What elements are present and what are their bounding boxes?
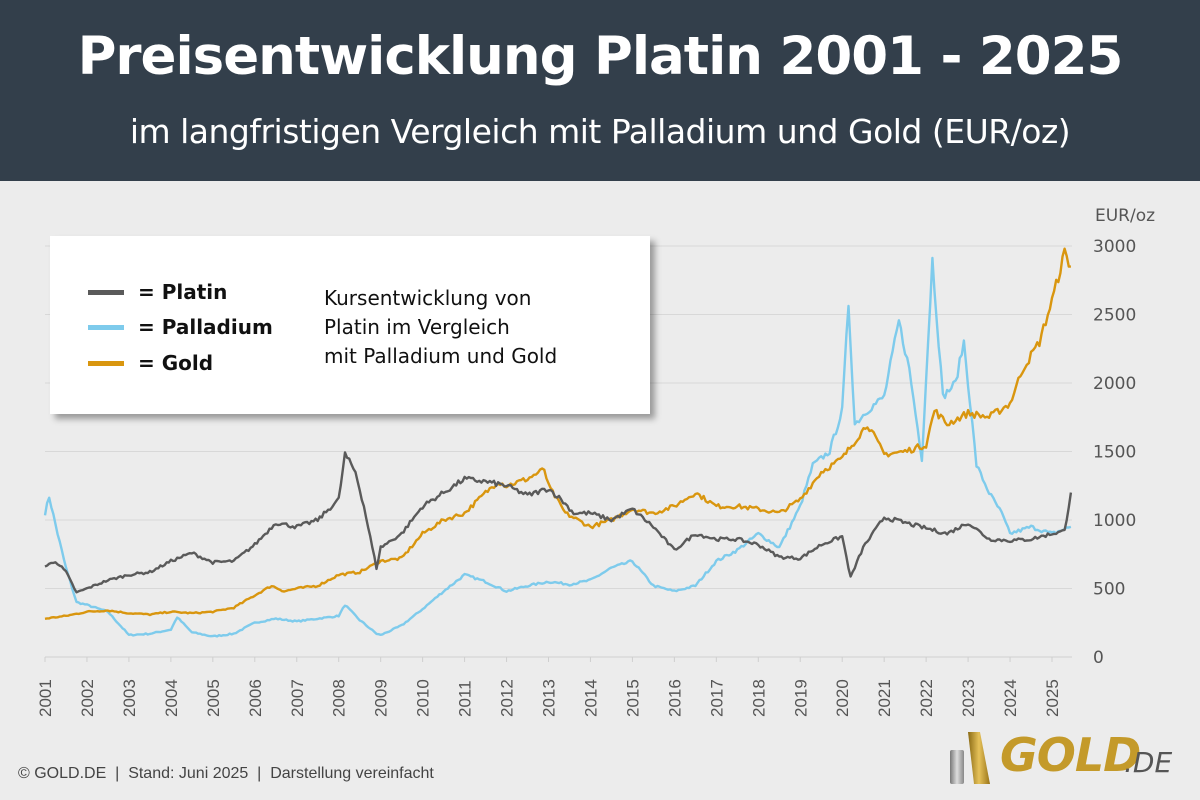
x-tick-label: 2010 bbox=[414, 679, 433, 717]
legend-swatch-gold bbox=[88, 360, 124, 366]
x-tick-label: 2007 bbox=[288, 679, 307, 717]
y-axis-ticks: 0 500 1000 1500 2000 2500 3000 bbox=[1093, 237, 1136, 668]
x-tick-label: 2012 bbox=[498, 679, 517, 717]
x-tick-label: 2014 bbox=[581, 679, 600, 717]
series-lines bbox=[43, 247, 1073, 638]
legend-note-line: Kursentwicklung von bbox=[324, 286, 532, 310]
x-tick-label: 2019 bbox=[791, 679, 810, 717]
x-tick-label: 2003 bbox=[120, 679, 139, 717]
x-tick-label: 2025 bbox=[1043, 679, 1062, 717]
x-tick-label: 2011 bbox=[456, 680, 475, 717]
x-tick-label: 2005 bbox=[204, 679, 223, 717]
gold-bars-icon bbox=[950, 732, 990, 784]
logo-text: GOLD bbox=[1000, 728, 1141, 782]
x-tick-label: 2015 bbox=[623, 679, 642, 717]
x-tick-label: 2023 bbox=[959, 679, 978, 717]
y-tick-label: 3000 bbox=[1093, 237, 1136, 257]
gold-de-logo: GOLD .DE bbox=[944, 726, 1184, 786]
y-tick-label: 1000 bbox=[1093, 511, 1136, 531]
x-tick-label: 2009 bbox=[372, 679, 391, 717]
logo-suffix: .DE bbox=[1124, 746, 1173, 779]
legend-note-line: Platin im Vergleich bbox=[324, 315, 510, 339]
legend-note-line: mit Palladium und Gold bbox=[324, 344, 558, 368]
y-tick-label: 1500 bbox=[1093, 443, 1136, 463]
legend-item-palladium: = Palladium bbox=[88, 315, 273, 339]
x-tick-label: 2002 bbox=[78, 679, 97, 717]
x-tick-label: 2024 bbox=[1001, 679, 1020, 717]
footer-credits: © GOLD.DE | Stand: Juni 2025 | Darstellu… bbox=[18, 765, 434, 782]
y-tick-label: 2000 bbox=[1093, 374, 1136, 394]
series-line-platin bbox=[44, 451, 1073, 594]
x-tick-label: 2020 bbox=[833, 679, 852, 717]
page-subtitle: im langfristigen Vergleich mit Palladium… bbox=[129, 112, 1071, 151]
x-axis-ticks: 2001 2002 2003 2004 2005 2006 2007 2008 2009 2010… bbox=[36, 657, 1062, 717]
legend-item-gold: = Gold bbox=[88, 351, 213, 375]
x-tick-label: 2006 bbox=[246, 679, 265, 717]
x-tick-label: 2001 bbox=[36, 679, 55, 717]
y-tick-label: 0 bbox=[1093, 648, 1104, 668]
legend-label-gold: = Gold bbox=[138, 351, 214, 375]
series-line-palladium bbox=[43, 256, 1072, 638]
x-tick-label: 2016 bbox=[665, 679, 684, 717]
legend: = Platin = Palladium = Gold Kursentwickl… bbox=[50, 236, 650, 414]
header: Preisentwicklung Platin 2001 - 2025 im l… bbox=[0, 0, 1200, 181]
x-tick-label: 2013 bbox=[540, 679, 559, 717]
legend-note: Kursentwicklung von Platin im Vergleich … bbox=[324, 284, 557, 371]
y-axis-unit: EUR/oz bbox=[1095, 206, 1155, 226]
series-line-gold bbox=[44, 247, 1071, 620]
x-tick-label: 2022 bbox=[917, 679, 936, 717]
legend-swatch-palladium bbox=[88, 324, 124, 330]
y-tick-label: 2500 bbox=[1093, 306, 1136, 326]
x-tick-label: 2017 bbox=[707, 679, 726, 717]
legend-item-platin: = Platin bbox=[88, 280, 227, 304]
x-tick-label: 2004 bbox=[162, 679, 181, 717]
legend-swatch-platin bbox=[88, 289, 124, 295]
x-tick-label: 2021 bbox=[875, 679, 894, 717]
y-tick-label: 500 bbox=[1093, 580, 1125, 600]
legend-label-platin: = Platin bbox=[138, 280, 228, 304]
x-tick-label: 2018 bbox=[749, 679, 768, 717]
x-tick-label: 2008 bbox=[330, 679, 349, 717]
legend-label-palladium: = Palladium bbox=[138, 315, 273, 339]
page-title: Preisentwicklung Platin 2001 - 2025 bbox=[77, 26, 1124, 87]
